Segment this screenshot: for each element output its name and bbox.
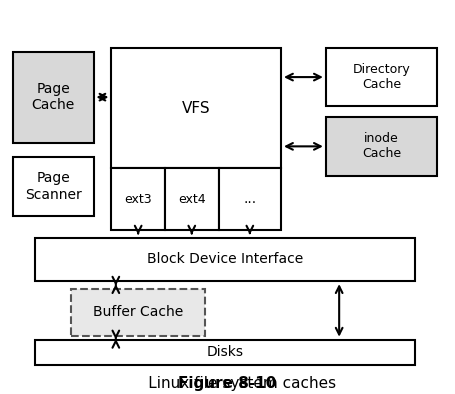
Text: Block Device Interface: Block Device Interface — [147, 253, 303, 266]
Text: Page
Scanner: Page Scanner — [25, 171, 82, 202]
Text: inode
Cache: inode Cache — [362, 132, 401, 160]
Text: Linux file system caches: Linux file system caches — [119, 376, 336, 391]
Text: ...: ... — [243, 192, 257, 206]
FancyBboxPatch shape — [111, 168, 165, 230]
FancyBboxPatch shape — [13, 52, 93, 143]
FancyBboxPatch shape — [35, 340, 415, 365]
FancyBboxPatch shape — [326, 48, 437, 106]
FancyBboxPatch shape — [218, 168, 281, 230]
Text: VFS: VFS — [182, 100, 211, 115]
Text: Disks: Disks — [207, 346, 244, 359]
Text: Buffer Cache: Buffer Cache — [93, 305, 183, 319]
FancyBboxPatch shape — [326, 117, 437, 176]
FancyBboxPatch shape — [165, 168, 218, 230]
FancyBboxPatch shape — [13, 157, 93, 216]
Text: Figure 8-10: Figure 8-10 — [178, 376, 277, 391]
FancyBboxPatch shape — [111, 48, 281, 168]
Text: Directory
Cache: Directory Cache — [353, 63, 410, 91]
FancyBboxPatch shape — [71, 288, 205, 336]
Text: ext3: ext3 — [124, 193, 152, 206]
Text: Page
Cache: Page Cache — [32, 82, 75, 112]
Text: ext4: ext4 — [178, 193, 206, 206]
FancyBboxPatch shape — [35, 238, 415, 281]
